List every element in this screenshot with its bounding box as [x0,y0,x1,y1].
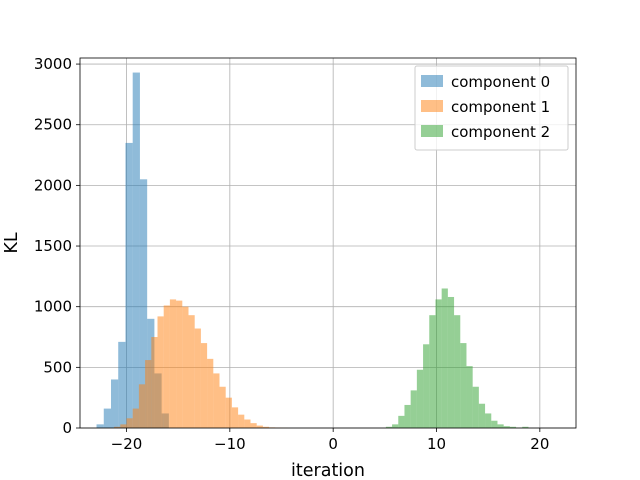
y-tick-label: 0 [62,419,72,437]
x-tick-label: 20 [530,435,549,453]
histogram-bar [207,358,214,428]
histogram-bar [410,390,417,428]
histogram-bar [125,142,133,428]
histogram-bar [385,426,393,428]
histogram-bar [497,424,504,428]
legend-swatch [421,75,443,87]
histogram-bar [244,419,251,428]
histogram-bar [219,386,226,428]
histogram-bar [139,179,148,428]
legend-swatch [421,125,443,137]
histogram-bar [454,315,461,428]
x-tick-label: 10 [427,435,446,453]
histogram-bar [460,343,467,428]
x-axis-label: iteration [291,461,365,480]
legend-swatch [421,100,443,112]
histogram-bar [416,369,424,428]
histogram-bar [398,415,405,428]
histogram-bar [96,424,104,428]
legend-label: component 1 [451,98,550,116]
legend-box [414,65,569,151]
histogram-bar [182,306,189,428]
histogram-bar [447,296,455,428]
histogram-bar [522,426,529,428]
x-tick-label: −10 [214,435,246,453]
legend-label: component 0 [451,73,550,91]
histogram-bar [120,424,127,428]
legend-label: component 2 [451,123,550,141]
histogram-bar [225,397,232,428]
y-axis-label: KL [2,232,22,253]
histogram-bar [169,299,177,428]
histogram-bar [126,418,133,428]
y-tick-label: 1500 [34,237,72,255]
histogram-bar [262,426,270,428]
histogram-bar [478,403,486,428]
y-tick-label: 3000 [34,55,72,73]
histogram-bar [509,426,517,428]
y-tick-label: 1000 [34,298,72,316]
bars [96,72,529,429]
histogram-bar [213,373,220,428]
histogram-bar [194,328,201,428]
histogram-bar [485,413,492,428]
histogram-bar [138,384,146,428]
histogram-bar [176,300,183,428]
histogram-bar [250,423,257,428]
histogram-bar [163,305,170,428]
histogram-bar [238,414,245,428]
histogram-bar [256,425,263,428]
y-tick-label: 2500 [34,116,72,134]
histogram-bar [392,424,399,428]
histogram-bar [188,315,195,428]
histogram-bar [111,379,119,428]
histogram-bar [404,404,411,428]
histogram-bar [145,360,152,428]
histogram-bar [114,426,121,428]
histogram-bar [118,341,126,428]
x-tick-label: −20 [111,435,143,453]
plot-frame [79,57,577,429]
histogram-bar [429,315,436,428]
histogram-bar [132,72,140,429]
legend: component 0 component 1 component 2 [414,65,569,151]
y-tick-label: 2000 [34,176,72,194]
histogram-bar [151,337,158,428]
histogram-bar [472,386,479,428]
histogram-bar [466,366,473,428]
histogram-bar [200,343,208,428]
x-tick-label: 0 [328,435,338,453]
histogram-bar [231,407,239,428]
y-tick-label: 500 [43,358,72,376]
histogram-bar [441,288,448,428]
histogram-bar [103,408,111,428]
histogram-bar [491,420,498,428]
histogram-bar [132,408,139,428]
histogram-bar [423,344,430,428]
histogram-bar [435,299,442,428]
axis-ticks: −20 −10 0 10 20 0 500 1000 1500 2000 2500 3000 [34,55,550,453]
histogram-bar [157,316,164,428]
histogram-bar [503,426,510,428]
